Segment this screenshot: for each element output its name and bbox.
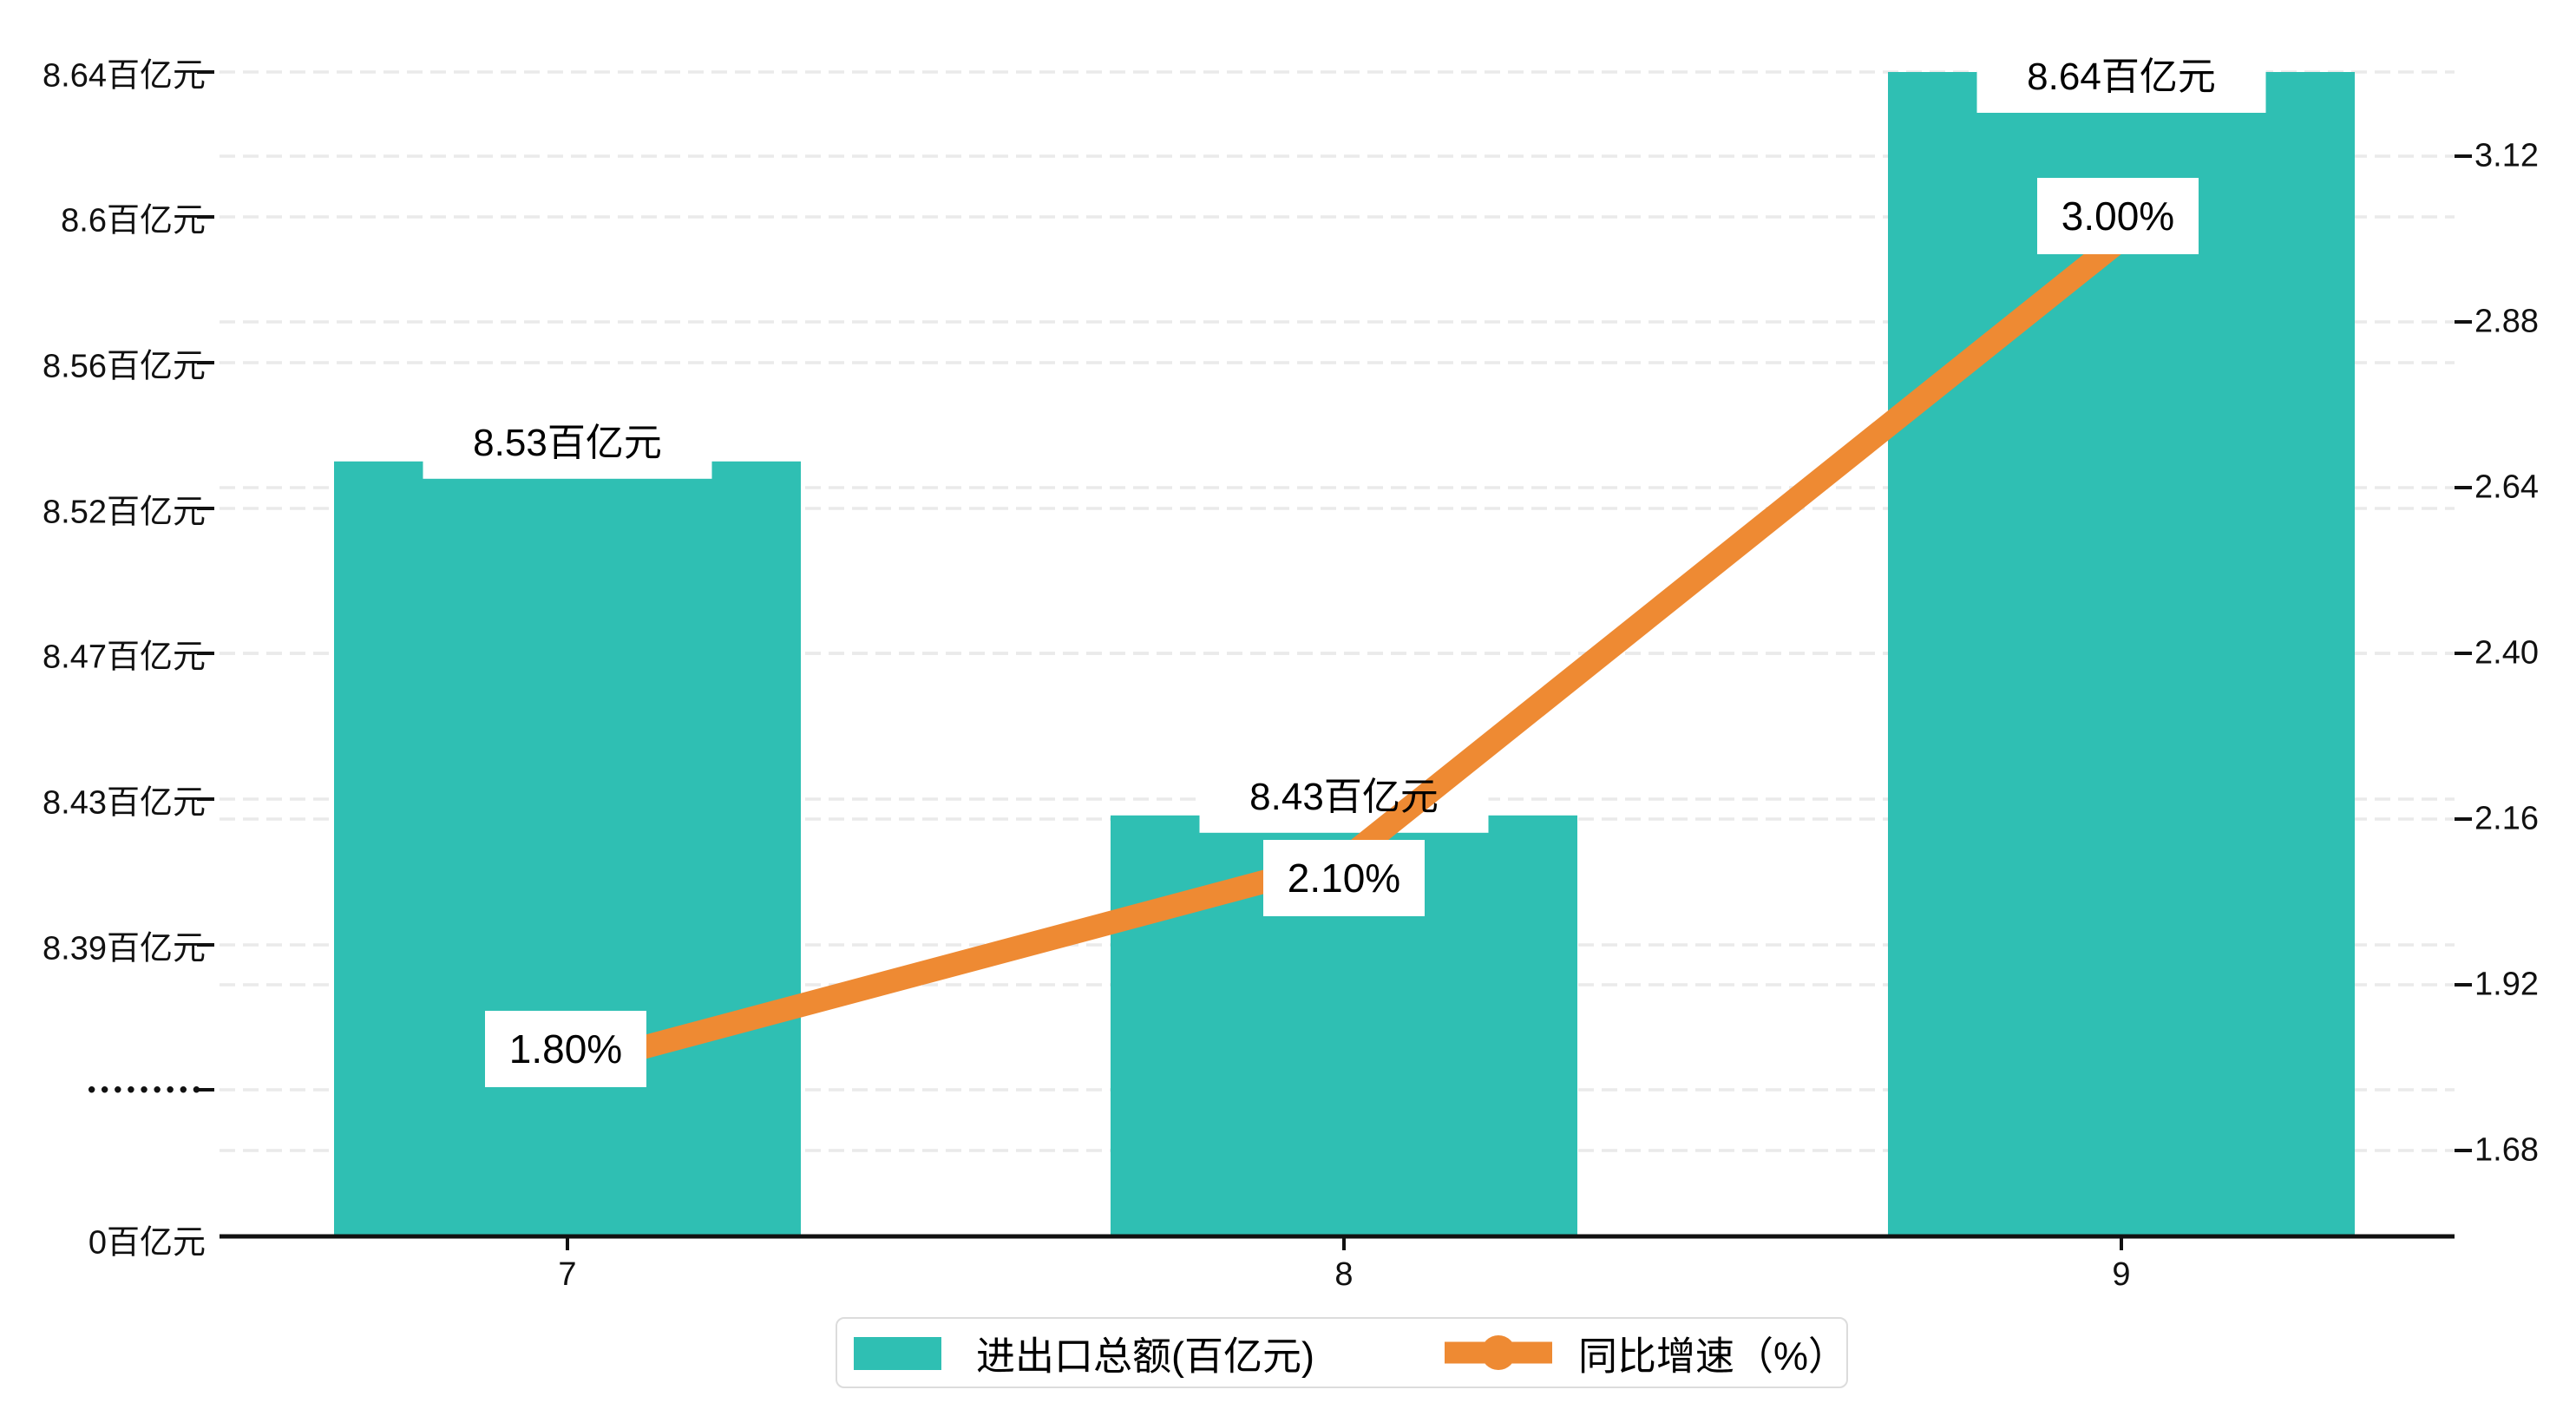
bar-month-9 xyxy=(1888,72,2355,1236)
bar-value-label: 8.43百亿元 xyxy=(1249,775,1439,818)
left-axis-tick-label: 0百亿元 xyxy=(88,1224,206,1262)
left-axis-tick-label: 8.6百亿元 xyxy=(61,202,206,239)
left-axis-tick-label: 8.43百亿元 xyxy=(43,784,206,822)
left-axis-tick-mark xyxy=(197,1088,214,1092)
bar-value-label: 8.64百亿元 xyxy=(2027,56,2216,98)
right-axis-tick-mark xyxy=(2455,320,2472,324)
bar-value-label-box xyxy=(423,398,712,479)
right-axis-tick-label: 3.12 xyxy=(2474,137,2539,174)
left-axis-tick-label: 8.56百亿元 xyxy=(43,348,206,385)
bar-value-label-box xyxy=(1976,33,2266,113)
right-axis-tick-label: 1.68 xyxy=(2474,1131,2539,1169)
right-axis-tick-mark xyxy=(2455,1149,2472,1152)
line-value-label: 1.80% xyxy=(485,1011,646,1088)
right-axis-tick-label: 2.40 xyxy=(2474,634,2539,672)
x-axis-tick-label: 9 xyxy=(2112,1256,2131,1293)
left-axis-tick-mark xyxy=(197,215,214,219)
right-axis-tick-label: 1.92 xyxy=(2474,966,2539,1003)
legend: 进出口总额(百亿元) 同比增速（%） xyxy=(836,1317,1848,1388)
legend-line-dot-icon xyxy=(1481,1335,1516,1370)
legend-bar-swatch[interactable] xyxy=(854,1337,941,1370)
legend-item-label-bar[interactable]: 进出口总额(百亿元) xyxy=(976,1334,1314,1379)
left-axis-tick-mark xyxy=(197,361,214,364)
left-axis-tick-mark xyxy=(197,797,214,801)
x-axis-tick-mark xyxy=(2120,1236,2123,1250)
x-axis-tick-mark xyxy=(566,1236,569,1250)
x-axis-tick-label: 8 xyxy=(1334,1256,1354,1293)
right-axis-tick-label: 2.88 xyxy=(2474,303,2539,340)
right-axis-tick-mark xyxy=(2455,486,2472,489)
bar-month-7 xyxy=(334,461,801,1236)
right-axis-tick-mark xyxy=(2455,154,2472,158)
right-axis-tick-mark xyxy=(2455,983,2472,987)
left-axis-break-dots: ••••••••• xyxy=(88,1076,206,1103)
left-axis-tick-mark xyxy=(197,507,214,510)
x-axis-tick-label: 7 xyxy=(558,1256,577,1293)
legend-item-label-line[interactable]: 同比增速（%） xyxy=(1578,1334,1848,1379)
left-axis-tick-mark xyxy=(197,70,214,74)
right-axis-tick-label: 2.16 xyxy=(2474,800,2539,837)
right-axis-tick-label: 2.64 xyxy=(2474,469,2539,506)
left-axis-tick-label: 8.47百亿元 xyxy=(43,639,206,676)
left-axis-tick-label: 8.52百亿元 xyxy=(43,494,206,531)
right-axis-tick-mark xyxy=(2455,817,2472,821)
left-axis-tick-mark xyxy=(197,943,214,947)
left-axis-tick-mark xyxy=(197,652,214,655)
line-value-label: 2.10% xyxy=(1263,839,1425,916)
line-value-label: 3.00% xyxy=(2037,178,2199,255)
bar-value-label: 8.53百亿元 xyxy=(473,421,662,464)
x-axis-tick-mark xyxy=(1342,1236,1346,1250)
left-axis-tick-label: 8.64百亿元 xyxy=(43,57,206,95)
right-axis-tick-mark xyxy=(2455,652,2472,655)
left-axis-tick-label: 8.39百亿元 xyxy=(43,930,206,967)
